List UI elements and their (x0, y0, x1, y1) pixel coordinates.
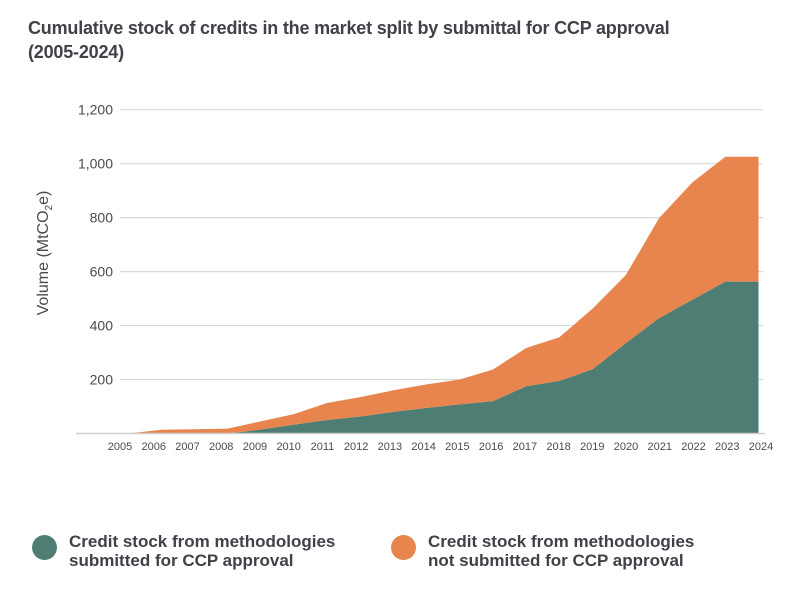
x-tick-label: 2016 (479, 441, 503, 453)
x-tick-label: 2007 (175, 441, 199, 453)
x-tick-label: 2015 (445, 441, 469, 453)
x-tick-label: 2013 (378, 441, 402, 453)
y-axis-label: Volume (MtCO2e) (35, 191, 55, 316)
x-tick-labels: 2005 2006 2007 2008 2009 2010 2011 2012 2013 2014… (108, 441, 773, 453)
legend-swatch-submitted (32, 535, 57, 560)
area-not-submitted (128, 156, 759, 434)
x-tick-label: 2012 (344, 441, 368, 453)
legend-swatch-not-submitted (391, 535, 416, 560)
legend-label-submitted: Credit stock from methodologies submitte… (69, 532, 336, 570)
x-tick-label: 2023 (715, 441, 739, 453)
y-tick-label: 1,200 (78, 102, 113, 118)
x-tick-label: 2010 (276, 441, 300, 453)
x-tick-label: 2024 (749, 441, 773, 453)
x-tick-label: 2005 (108, 441, 132, 453)
x-tick-label: 2022 (681, 441, 705, 453)
y-tick-label: 600 (90, 264, 114, 280)
y-tick-labels: 200 400 600 800 1,000 1,200 (78, 102, 113, 388)
legend-item-submitted: Credit stock from methodologies submitte… (32, 532, 369, 570)
x-tick-label: 2020 (614, 441, 638, 453)
y-tick-label: 200 (90, 372, 114, 388)
x-tick-label: 2009 (243, 441, 267, 453)
chart-title-line2: (2005-2024) (28, 42, 124, 62)
x-tick-label: 2019 (580, 441, 604, 453)
x-tick-label: 2014 (411, 441, 435, 453)
x-tick-label: 2018 (546, 441, 570, 453)
legend-label-not-submitted: Credit stock from methodologies not subm… (428, 532, 695, 570)
x-tick-label: 2006 (141, 441, 165, 453)
x-tick-label: 2021 (648, 441, 672, 453)
x-tick-label: 2011 (311, 441, 335, 453)
x-tick-label: 2017 (513, 441, 537, 453)
chart-title: Cumulative stock of credits in the marke… (28, 16, 768, 64)
y-tick-label: 1,000 (78, 156, 113, 172)
y-tick-label: 400 (90, 318, 114, 334)
stacked-areas (128, 156, 759, 434)
chart-title-line1: Cumulative stock of credits in the marke… (28, 18, 670, 38)
x-tick-label: 2008 (209, 441, 233, 453)
area-submitted (128, 281, 759, 434)
y-tick-label: 800 (90, 210, 114, 226)
legend-item-not-submitted: Credit stock from methodologies not subm… (391, 532, 728, 570)
